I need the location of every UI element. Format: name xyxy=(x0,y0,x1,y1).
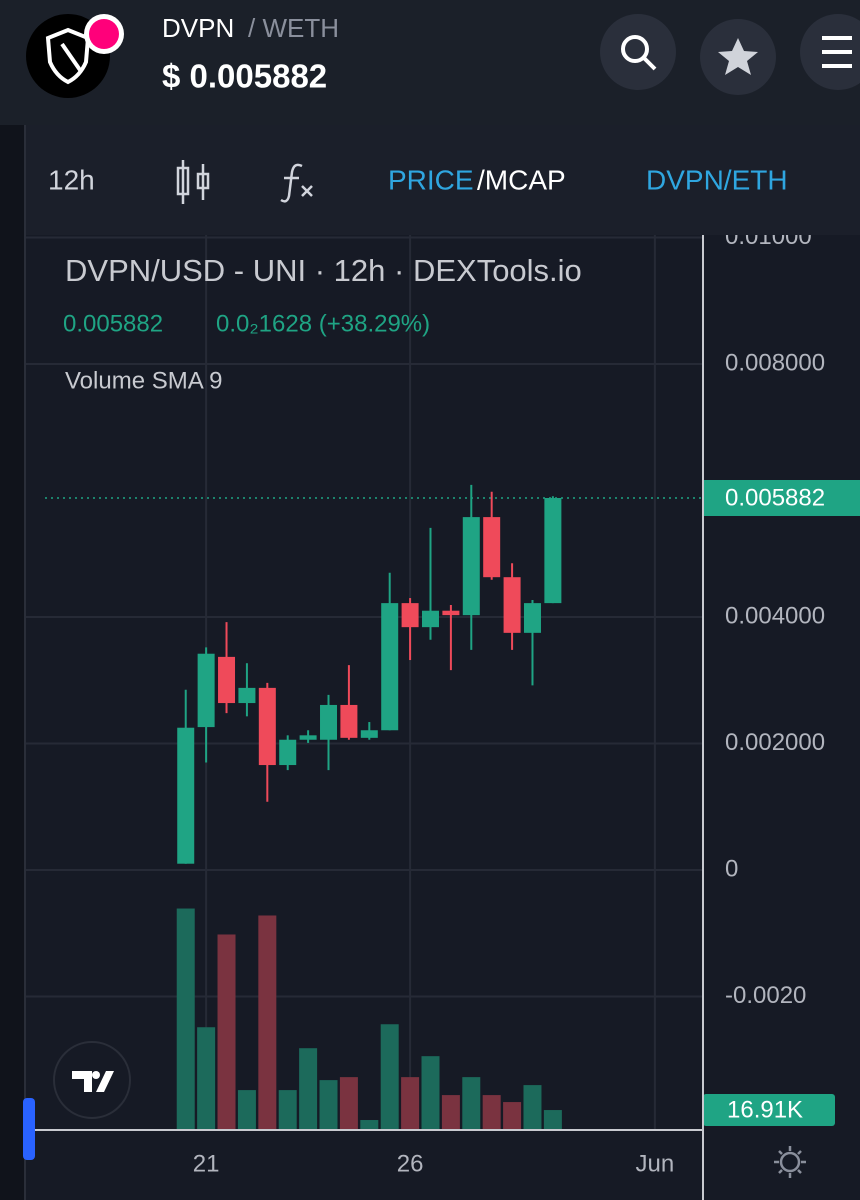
volume-bar xyxy=(339,1077,358,1130)
candle-body xyxy=(299,735,317,740)
search-button[interactable] xyxy=(600,14,676,90)
chart-title: DVPN/USD - UNI · 12h · DEXTools.io xyxy=(65,253,582,288)
volume-bar xyxy=(176,908,195,1130)
candle-body xyxy=(442,610,460,616)
shield-icon xyxy=(45,27,91,85)
volume-bar xyxy=(197,1027,216,1130)
candle-body xyxy=(381,603,399,731)
header-price: $ 0.005882 xyxy=(162,58,327,95)
volume-bar xyxy=(360,1120,379,1130)
chart: 21 26 Jun0.010000.0080000.0040000.0020000-… xyxy=(25,223,860,1200)
volume-bar xyxy=(299,1048,318,1130)
search-icon-handle xyxy=(642,56,657,71)
volume-bar xyxy=(278,1090,297,1130)
candle-body xyxy=(401,603,419,628)
indicators-button[interactable] xyxy=(280,163,313,203)
mcap-toggle[interactable]: /MCAP xyxy=(477,164,566,195)
candle-body xyxy=(503,577,521,633)
candle-type-button[interactable] xyxy=(176,160,210,204)
indicator-label: Volume SMA 9 xyxy=(65,367,222,394)
candle-body xyxy=(177,727,195,864)
side-tab[interactable] xyxy=(23,1098,35,1160)
candle-body xyxy=(483,517,501,578)
menu-icon xyxy=(822,36,852,68)
x-tick-label: Jun xyxy=(636,1150,675,1177)
candle-body xyxy=(218,656,236,704)
current-price-badge xyxy=(703,479,860,516)
volume-bar xyxy=(217,934,236,1130)
volume-bar xyxy=(319,1080,338,1130)
candle-body xyxy=(340,704,358,738)
search-icon xyxy=(621,35,649,63)
interval-button[interactable]: 12h xyxy=(48,164,95,195)
candle-body xyxy=(462,517,480,616)
volume-bar xyxy=(503,1102,522,1130)
volume-bar xyxy=(543,1110,562,1130)
candle-body xyxy=(238,687,256,704)
y-tick-label: 0 xyxy=(725,855,738,882)
candle-body xyxy=(197,653,215,728)
candle-body xyxy=(523,603,541,633)
dex-logo-inner xyxy=(89,19,119,49)
current-price-label: 0.005882 xyxy=(725,484,825,511)
quote-token: / WETH xyxy=(248,13,339,43)
volume-badge-label: 16.91K xyxy=(727,1096,803,1123)
volume-bar xyxy=(441,1095,460,1130)
y-tick-label: 0.008000 xyxy=(725,349,825,376)
x-tick-label: 26 xyxy=(397,1150,424,1177)
volume-badge xyxy=(703,1094,835,1127)
base-token: DVPN xyxy=(162,13,234,43)
candle-body xyxy=(544,497,562,604)
volume-bar xyxy=(237,1090,256,1130)
y-tick-label: -0.0020 xyxy=(725,982,806,1009)
volume-bar xyxy=(482,1095,501,1130)
legend-price: 0.005882 xyxy=(63,310,163,337)
volume-bar xyxy=(401,1077,420,1130)
toolbar xyxy=(25,125,860,235)
volume-bar xyxy=(421,1056,440,1130)
price-toggle[interactable]: PRICE xyxy=(388,164,474,195)
settings-button[interactable] xyxy=(774,1146,806,1178)
legend-change: 0.0₂1628 (+38.29%) xyxy=(216,310,430,337)
shield-icon-stroke xyxy=(60,42,82,72)
volume-bar xyxy=(523,1085,542,1130)
volume-bar xyxy=(462,1077,481,1130)
candle-body xyxy=(421,610,439,628)
volume-bar xyxy=(258,915,277,1130)
candle-body xyxy=(360,730,378,738)
x-tick-label: 21 xyxy=(193,1150,220,1177)
tradingview-dot xyxy=(92,1071,100,1079)
y-tick-label: 0.004000 xyxy=(725,602,825,629)
candle-body xyxy=(279,739,297,766)
volume-bar xyxy=(380,1024,399,1130)
star-icon xyxy=(718,38,758,75)
tradingview-mark xyxy=(72,1071,114,1092)
y-tick-label: 0.002000 xyxy=(725,729,825,756)
candle-body xyxy=(258,687,276,766)
pair-toggle[interactable]: DVPN/ETH xyxy=(646,164,788,195)
left-strip xyxy=(0,125,25,1200)
candle-body xyxy=(320,704,338,740)
